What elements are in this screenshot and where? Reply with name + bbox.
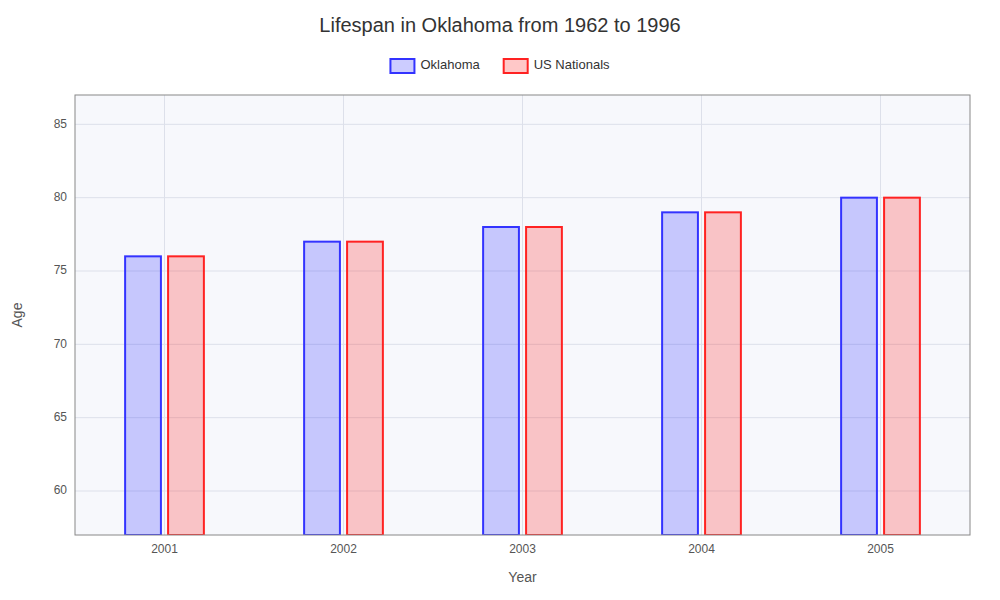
bar [526, 227, 562, 535]
grid-line-x [164, 95, 165, 535]
x-tick-label: 2002 [330, 542, 357, 556]
plot-background [75, 95, 970, 535]
grid-line-x [701, 95, 702, 535]
x-tick-label: 2003 [509, 542, 536, 556]
bars-group [125, 198, 920, 535]
bar [884, 198, 920, 535]
plot-frame [75, 95, 970, 535]
x-tick-label: 2005 [867, 542, 894, 556]
bar [125, 256, 161, 535]
y-tick-label: 85 [54, 117, 68, 131]
bar [347, 242, 383, 535]
legend-item: US Nationals [504, 57, 610, 73]
chart-svg: 60 65 70 75 80 85 2001 2002 2003 2004 2005 Lifespan… [0, 0, 1000, 600]
y-tick-label: 70 [54, 337, 68, 351]
legend-item: Oklahoma [390, 57, 480, 73]
grid-line-x [880, 95, 881, 535]
bar [841, 198, 877, 535]
bar [483, 227, 519, 535]
x-tick-label: 2001 [151, 542, 178, 556]
legend-swatch [390, 59, 414, 73]
bar [705, 212, 741, 535]
legend-swatch [504, 59, 528, 73]
title: Lifespan in Oklahoma from 1962 to 1996 [319, 14, 680, 36]
bar [304, 242, 340, 535]
legend-label: Oklahoma [420, 57, 480, 72]
legend: Oklahoma US Nationals [390, 57, 610, 73]
y-tick-label: 80 [54, 190, 68, 204]
x-axis-label: Year [508, 569, 537, 585]
x-tick-label: 2004 [688, 542, 715, 556]
y-axis-label: Age [9, 302, 25, 327]
y-tick-label: 75 [54, 263, 68, 277]
grid-line-x [343, 95, 344, 535]
bar [168, 256, 204, 535]
bar [662, 212, 698, 535]
grid-line-x [522, 95, 523, 535]
chart-container: 60 65 70 75 80 85 2001 2002 2003 2004 2005 Lifespan… [0, 0, 1000, 600]
y-tick-label: 60 [54, 483, 68, 497]
legend-label: US Nationals [534, 57, 610, 72]
y-tick-label: 65 [54, 410, 68, 424]
